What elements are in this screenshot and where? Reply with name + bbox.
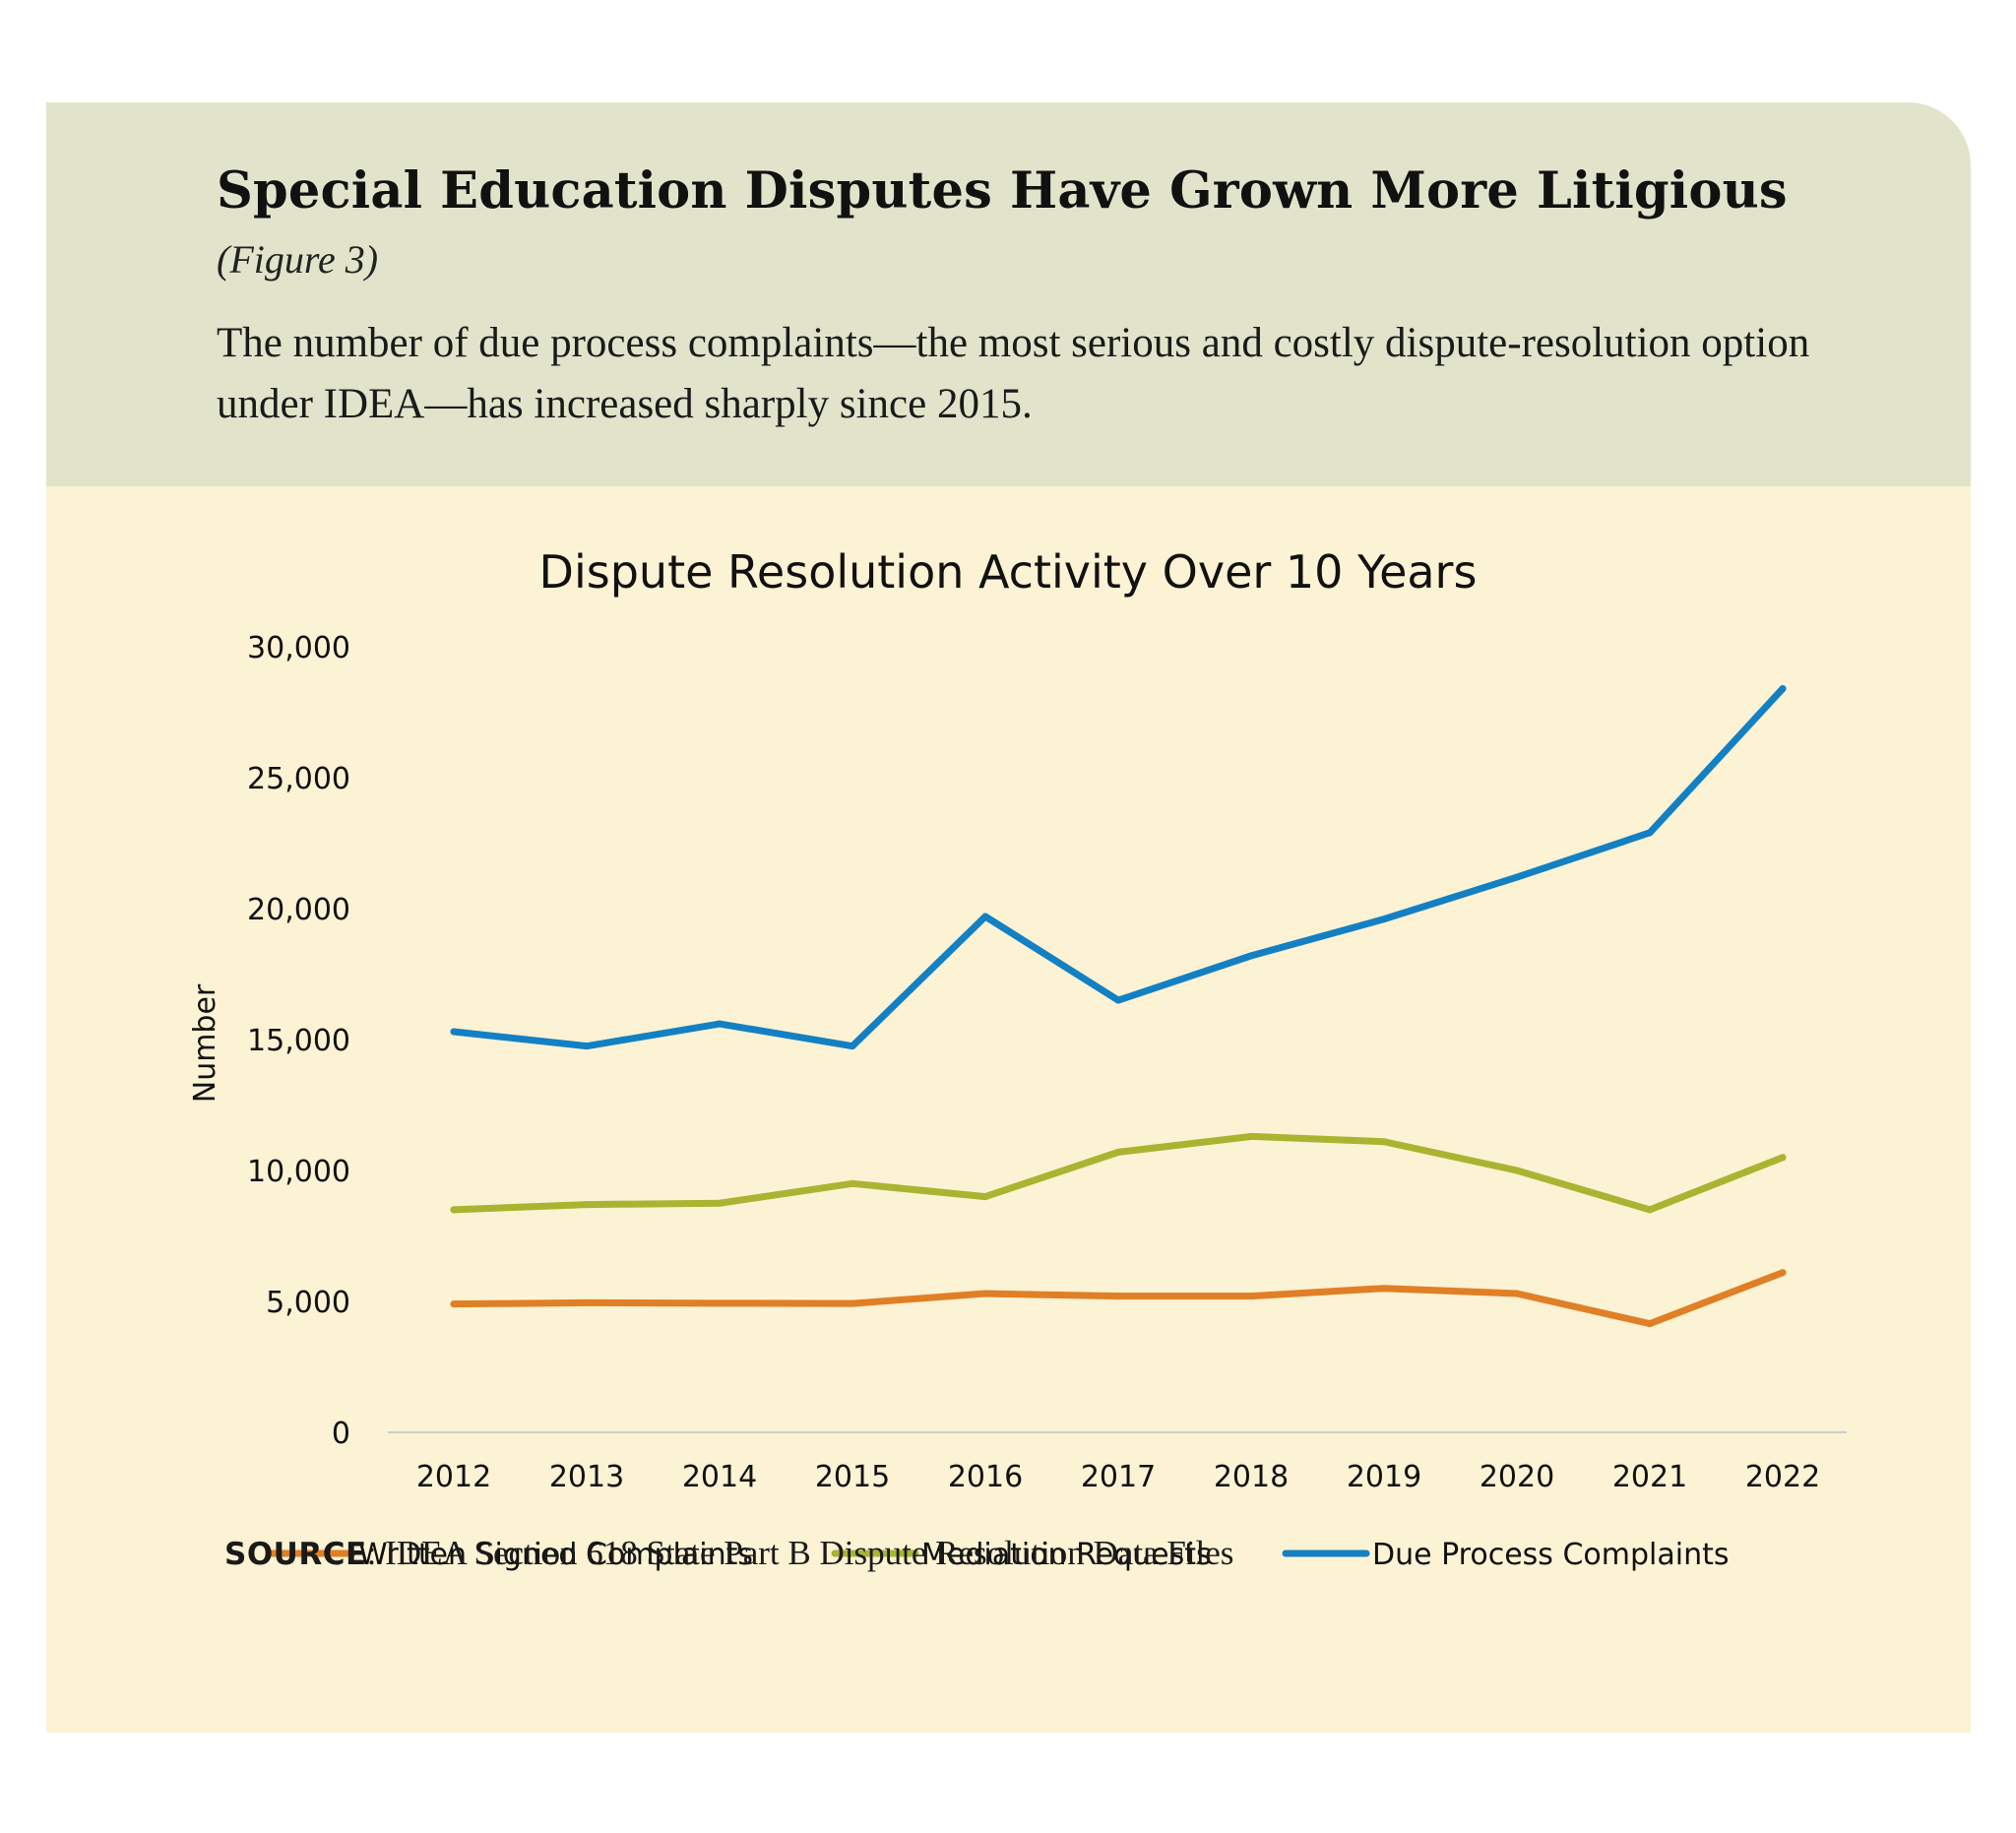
y-tick-label: 0	[332, 1417, 350, 1451]
y-tick-label: 15,000	[247, 1024, 350, 1058]
legend-label-due-process-complaints: Due Process Complaints	[1372, 1538, 1729, 1572]
data-point-due-process-complaints	[716, 1020, 724, 1028]
source-note: SOURCE: IDEA Section 618 State Part B Di…	[224, 1534, 1233, 1573]
data-point-due-process-complaints	[1513, 873, 1521, 881]
data-point-written-signed-complaints	[1779, 1269, 1787, 1277]
data-point-written-signed-complaints	[1247, 1293, 1255, 1300]
y-tick-label: 25,000	[247, 762, 350, 796]
x-tick-label: 2013	[549, 1460, 624, 1494]
data-point-due-process-complaints	[1646, 829, 1654, 837]
data-point-due-process-complaints	[1779, 685, 1787, 693]
data-point-due-process-complaints	[1380, 916, 1388, 923]
figure-card: Special Education Disputes Have Grown Mo…	[46, 102, 1971, 1733]
x-tick-label: 2020	[1480, 1460, 1554, 1494]
data-point-due-process-complaints	[450, 1028, 458, 1036]
data-point-written-signed-complaints	[450, 1300, 458, 1308]
y-tick-label: 30,000	[247, 631, 350, 665]
data-point-mediation-requests	[716, 1199, 724, 1207]
figure-header	[46, 102, 1971, 486]
data-point-due-process-complaints	[849, 1043, 856, 1050]
data-point-written-signed-complaints	[1114, 1293, 1122, 1300]
source-text: : IDEA Section 618 State Part B Dispute …	[366, 1534, 1234, 1572]
data-point-written-signed-complaints	[1646, 1320, 1654, 1328]
data-point-written-signed-complaints	[1513, 1290, 1521, 1297]
source-label: SOURCE	[224, 1537, 367, 1572]
data-point-mediation-requests	[450, 1206, 458, 1214]
data-point-written-signed-complaints	[583, 1298, 591, 1306]
data-point-mediation-requests	[1779, 1154, 1787, 1162]
data-point-mediation-requests	[1114, 1148, 1122, 1156]
data-point-mediation-requests	[1247, 1132, 1255, 1140]
data-point-mediation-requests	[583, 1201, 591, 1209]
data-point-mediation-requests	[1513, 1167, 1521, 1174]
series-line-due-process-complaints	[450, 685, 1787, 1050]
data-point-due-process-complaints	[583, 1043, 591, 1050]
y-tick-label: 10,000	[247, 1155, 350, 1189]
y-axis-label: Number	[188, 983, 222, 1103]
data-point-written-signed-complaints	[716, 1299, 724, 1307]
x-tick-label: 2022	[1745, 1460, 1820, 1494]
data-point-mediation-requests	[981, 1193, 989, 1201]
x-tick-label: 2017	[1081, 1460, 1156, 1494]
figure-description: The number of due process complaints—the…	[217, 320, 1810, 427]
x-tick-label: 2021	[1612, 1460, 1687, 1494]
x-tick-label: 2012	[416, 1460, 491, 1494]
data-point-due-process-complaints	[1247, 952, 1255, 960]
y-tick-label: 20,000	[247, 893, 350, 927]
chart-title: Dispute Resolution Activity Over 10 Year…	[539, 545, 1478, 599]
x-tick-label: 2014	[682, 1460, 757, 1494]
series-line-mediation-requests	[450, 1132, 1787, 1214]
figure-title: Special Education Disputes Have Grown Mo…	[217, 161, 1788, 221]
x-tick-label: 2019	[1347, 1460, 1421, 1494]
x-tick-label: 2016	[948, 1460, 1023, 1494]
x-tick-label: 2015	[815, 1460, 890, 1494]
legend-label-written-signed-complaints: Written Signed Complaints	[358, 1538, 753, 1572]
data-point-due-process-complaints	[981, 913, 989, 920]
data-point-mediation-requests	[1380, 1138, 1388, 1146]
data-point-mediation-requests	[1646, 1206, 1654, 1214]
chart-panel	[46, 486, 1971, 1733]
data-point-due-process-complaints	[1114, 996, 1122, 1004]
data-point-written-signed-complaints	[849, 1299, 856, 1307]
x-tick-label: 2018	[1214, 1460, 1289, 1494]
data-point-written-signed-complaints	[981, 1290, 989, 1297]
y-tick-label: 5,000	[266, 1286, 350, 1320]
figure-number: (Figure 3)	[217, 237, 379, 282]
legend-label-mediation-requests: Mediation Requests	[921, 1538, 1212, 1572]
data-point-mediation-requests	[849, 1179, 856, 1187]
data-point-written-signed-complaints	[1380, 1285, 1388, 1293]
